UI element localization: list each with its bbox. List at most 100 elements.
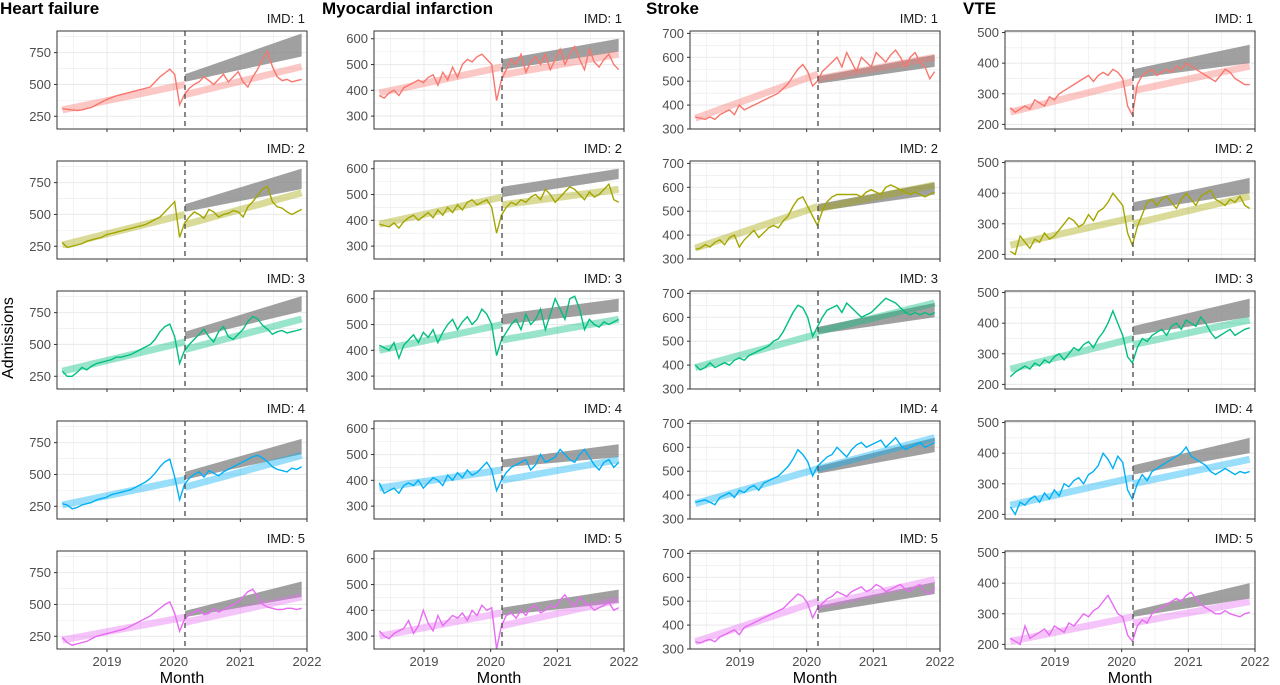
- panel-column: Heart failure IMD: 1 250 500 750 IMD: 2 250 500…: [0, 0, 321, 685]
- x-tick-label: 2020: [476, 654, 505, 669]
- y-tick-label: 400: [346, 83, 368, 98]
- observed-series-line: [695, 184, 936, 251]
- y-tick-label: 500: [29, 597, 51, 612]
- y-tick-label: 400: [977, 186, 999, 201]
- x-axis-title: Month: [160, 670, 204, 685]
- y-tick-label: 400: [977, 56, 999, 71]
- fitted-trend-post: [817, 53, 936, 83]
- x-tick-label: 2020: [159, 654, 188, 669]
- x-axis-title: Month: [1108, 670, 1152, 685]
- fitted-trend-pre: [378, 466, 503, 492]
- y-tick-label: 750: [29, 435, 51, 450]
- panel-border: [56, 550, 308, 650]
- y-tick-label: 600: [662, 180, 684, 195]
- y-tick-label: 400: [346, 343, 368, 358]
- y-tick-label: 700: [662, 546, 684, 561]
- observed-series-line: [378, 44, 620, 101]
- fitted-trend-pre: [694, 70, 820, 122]
- facet-strip-label: IMD: 2: [900, 141, 938, 156]
- facet-panel: IMD: 4 300 400 500 600 700: [662, 401, 941, 527]
- y-tick-label: 500: [29, 207, 51, 222]
- facet-panel: IMD: 3 200 300 400 500: [977, 271, 1256, 392]
- y-tick-label: 300: [662, 642, 684, 657]
- facet-panel: IMD: 5 200 300 400 500 2019 2020 2021 2022 Month: [977, 531, 1269, 685]
- y-tick-label: 600: [662, 570, 684, 585]
- y-tick-label: 600: [662, 50, 684, 65]
- observed-series-line: [695, 583, 936, 644]
- y-tick-label: 600: [662, 440, 684, 455]
- observed-series-line: [1009, 189, 1251, 256]
- counterfactual-band: [502, 298, 619, 325]
- x-tick-label: 2019: [93, 654, 122, 669]
- y-tick-label: 300: [662, 252, 684, 267]
- fitted-trend-pre: [1009, 474, 1134, 509]
- facet-panel: IMD: 1 200 300 400 500: [977, 11, 1256, 132]
- x-tick-label: 2021: [859, 654, 888, 669]
- y-tick-label: 750: [29, 175, 51, 190]
- facet-strip-label: IMD: 2: [584, 141, 622, 156]
- fitted-trend-post: [501, 596, 620, 630]
- x-tick-label: 2022: [926, 654, 955, 669]
- y-tick-label: 750: [29, 565, 51, 580]
- observed-series-line: [378, 448, 620, 495]
- panel-border: [1004, 290, 1256, 390]
- observed-series-line: [62, 49, 302, 112]
- x-tick-label: 2019: [1041, 654, 1070, 669]
- counterfactual-band: [502, 168, 619, 198]
- y-tick-label: 250: [29, 109, 51, 124]
- fitted-trend-pre: [378, 609, 503, 640]
- fitted-trend-post: [817, 181, 936, 213]
- y-tick-label: 300: [346, 629, 368, 644]
- y-tick-label: 500: [662, 334, 684, 349]
- y-tick-label: 700: [662, 416, 684, 431]
- y-tick-label: 300: [977, 216, 999, 231]
- panel-background: [1005, 161, 1255, 259]
- y-tick-label: 500: [346, 57, 368, 72]
- facet-strip-label: IMD: 5: [267, 531, 305, 546]
- facet-strip-label: IMD: 3: [584, 271, 622, 286]
- facet-panel: IMD: 5 250 500 750 2019 2020 2021 2022 Month: [29, 531, 321, 685]
- fitted-trend-pre: [378, 193, 503, 228]
- facet-strip-label: IMD: 2: [1215, 141, 1253, 156]
- y-tick-label: 500: [662, 74, 684, 89]
- y-tick-label: 200: [977, 637, 999, 652]
- y-tick-label: 300: [977, 86, 999, 101]
- panel-background: [374, 421, 624, 519]
- facet-panel: IMD: 4 250 500 750: [29, 401, 308, 522]
- y-tick-label: 500: [346, 187, 368, 202]
- facet-strip-label: IMD: 1: [900, 11, 938, 26]
- y-tick-label: 500: [662, 594, 684, 609]
- panel-border: [56, 160, 308, 260]
- y-tick-label: 200: [977, 247, 999, 262]
- fitted-trend-post: [1132, 62, 1251, 95]
- facet-strip-label: IMD: 2: [267, 141, 305, 156]
- panel-border: [689, 30, 941, 130]
- counterfactual-band: [185, 33, 302, 82]
- y-tick-label: 400: [346, 603, 368, 618]
- y-tick-label: 600: [662, 310, 684, 325]
- facet-panel: IMD: 5 300 400 500 600 2019 2020 2021 2022 Month: [346, 531, 638, 685]
- y-tick-label: 500: [977, 155, 999, 170]
- facet-strip-label: IMD: 3: [267, 271, 305, 286]
- panel-background: [690, 551, 940, 649]
- counterfactual-band: [1133, 583, 1250, 617]
- x-axis-title: Month: [793, 670, 837, 685]
- panel-border: [373, 30, 625, 130]
- y-tick-label: 500: [29, 337, 51, 352]
- panel-border: [1004, 550, 1256, 650]
- x-tick-label: 2019: [726, 654, 755, 669]
- facet-strip-label: IMD: 4: [900, 401, 938, 416]
- y-tick-label: 300: [977, 606, 999, 621]
- panel-border: [1004, 160, 1256, 260]
- y-tick-label: 300: [662, 512, 684, 527]
- facet-strip-label: IMD: 5: [584, 531, 622, 546]
- counterfactual-band: [818, 437, 935, 474]
- y-tick-label: 600: [346, 161, 368, 176]
- y-tick-label: 500: [977, 415, 999, 430]
- observed-series-line: [1009, 62, 1250, 118]
- fitted-trend-post: [1132, 455, 1251, 488]
- fitted-trend-post: [184, 315, 303, 353]
